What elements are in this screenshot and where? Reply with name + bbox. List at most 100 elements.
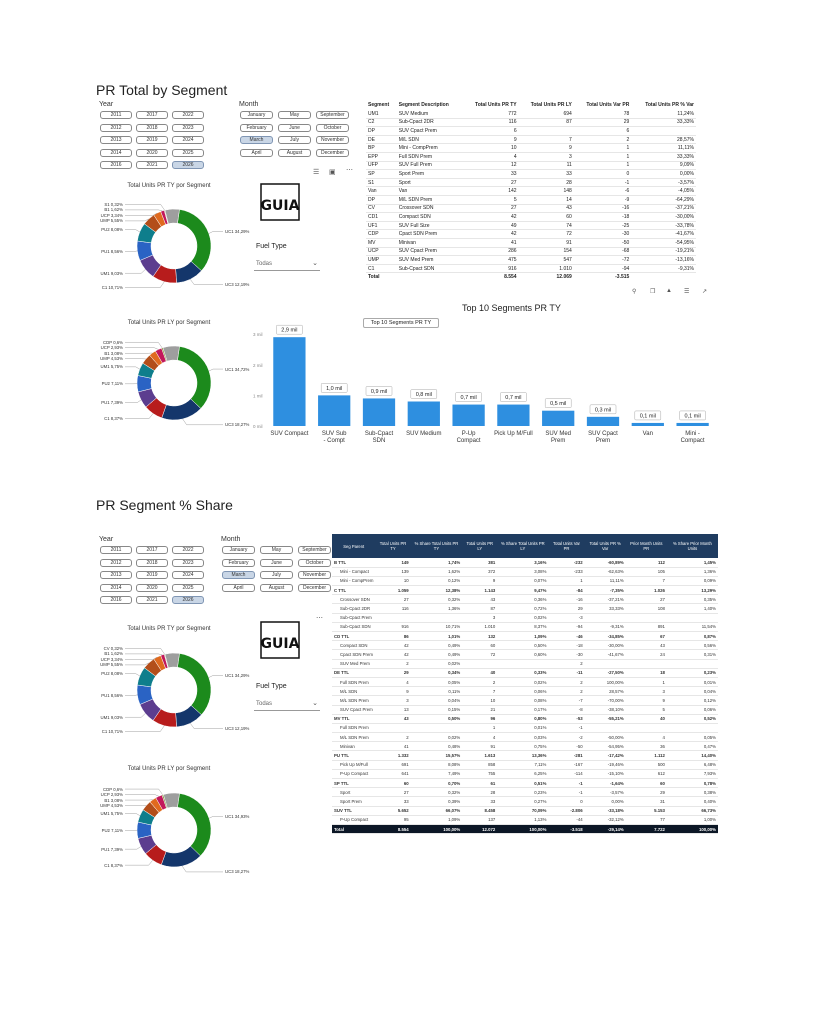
bar[interactable] <box>542 410 575 426</box>
table-row[interactable]: C2 Sub-Cpact 2DR 116 87 29 33,33% <box>366 118 696 128</box>
table-row[interactable]: EPP Full SDN Prem 4 3 1 33,33% <box>366 152 696 162</box>
donut-slice[interactable] <box>177 653 212 716</box>
fuel-type-2-dropdown[interactable]: Todas ⌄ <box>254 698 320 711</box>
table-header[interactable]: Total Units PR % Var <box>645 102 694 109</box>
table-header[interactable]: Total Units PR LY <box>462 534 498 558</box>
table-row[interactable]: PU TTL 1.332 15,57% 1.613 13,36% -281 -17,42% 1… <box>332 750 718 761</box>
copy-icon[interactable]: ❐ <box>650 289 656 295</box>
donut-ly-2-chart[interactable] <box>104 774 244 886</box>
table-row[interactable]: UFP SUV Full Prem 12 11 1 9,09% <box>366 161 696 171</box>
table-row[interactable]: Sport 27 0,32% 28 0,23% -1 -3,57% 29 0,38% <box>332 787 718 798</box>
table-row[interactable]: CV Crossover SDN 27 43 -16 -37,21% <box>366 204 696 214</box>
table-row[interactable]: DE TTL 29 0,34% 40 0,33% -11 -27,50% 18 0,23% <box>332 668 718 678</box>
slicer-option[interactable]: 2016 <box>100 596 132 605</box>
table-row[interactable]: SUV TTL 5.652 66,07% 8.458 70,09% -2.806 -33,1… <box>332 806 718 816</box>
table-row[interactable]: CD1 Compact SDN 42 60 -18 -30,00% <box>366 212 696 222</box>
table-header[interactable]: Total Units PR TY <box>475 102 517 109</box>
table-row[interactable]: UF1 SUV Full Size 49 74 -25 -33,78% <box>366 221 696 231</box>
more-icon[interactable]: ⋯ <box>346 167 353 174</box>
table-row[interactable]: Cpact SDN Prem 42 0,49% 72 0,60% -30 -41,67% 24… <box>332 649 718 660</box>
table-row[interactable]: SP TTL 60 0,70% 61 0,51% -1 -1,64% 60 0,78% <box>332 778 718 789</box>
donut-slice[interactable] <box>177 793 212 857</box>
bar[interactable] <box>362 398 396 426</box>
table-row[interactable]: MV TTL 43 0,50% 96 0,80% -53 -55,21% 40 0,52% <box>332 714 718 724</box>
table-header[interactable]: % Share Total Units PR TY <box>410 534 463 558</box>
focus-icon[interactable]: ▣ <box>329 169 336 176</box>
slicer-option[interactable]: 2022 <box>172 546 204 554</box>
table-header[interactable]: Total Units Var PR <box>548 534 585 558</box>
table-row[interactable]: Crossover SDN 27 0,32% 43 0,36% -16 -37,21% 27 0… <box>332 594 718 605</box>
table-row[interactable]: CD TTL 86 1,01% 132 1,09% -46 -34,85% 67 0,87% <box>332 631 718 642</box>
bar[interactable] <box>586 416 620 426</box>
bar[interactable] <box>407 401 440 427</box>
slicer-option[interactable]: 2012 <box>100 558 132 567</box>
filter-icon-2[interactable]: ☰ <box>684 289 690 295</box>
slicer-option[interactable]: April <box>240 148 273 157</box>
pin-icon[interactable]: ⚲ <box>632 289 637 295</box>
table-row[interactable]: MV Minivan 41 91 -50 -54,95% <box>366 238 696 248</box>
slicer-option[interactable]: November <box>298 571 331 580</box>
table-row[interactable]: SUV Cpact Prem 13 0,15% 21 0,17% -8 -38,10% 5 0,… <box>332 705 718 715</box>
slicer-option[interactable]: August <box>278 148 311 157</box>
bell-icon[interactable]: ▲ <box>666 288 672 294</box>
slicer-option[interactable]: July <box>260 571 293 580</box>
slicer-option[interactable]: March <box>240 136 273 145</box>
table-row[interactable]: UMP SUV Med Prem 475 547 -72 -13,16% <box>366 255 696 265</box>
table-header[interactable]: Segment <box>368 102 390 109</box>
donut-slice[interactable] <box>164 208 180 224</box>
donut-slice[interactable] <box>164 652 180 668</box>
slicer-option[interactable]: 2012 <box>100 123 132 132</box>
table-row[interactable]: DE M/L SDN 9 7 2 28,57% <box>366 135 696 145</box>
donut-ty-chart[interactable] <box>104 190 244 300</box>
slicer-option[interactable]: 2014 <box>100 148 132 157</box>
bar[interactable] <box>676 422 709 426</box>
slicer-option[interactable]: December <box>316 148 349 157</box>
donut-slice[interactable] <box>177 346 212 409</box>
slicer-option[interactable]: 2017 <box>136 111 168 119</box>
table-row[interactable]: Pick Up M/Full 691 8,08% 858 7,11% -167 -19,46… <box>332 760 718 770</box>
fuel-type-dropdown[interactable]: Todas ⌄ <box>254 258 320 271</box>
table-header[interactable]: Total Units PR % Var <box>584 534 626 558</box>
slicer-option[interactable]: 2025 <box>172 148 204 157</box>
table-header[interactable]: % Share Prior Month Units <box>666 534 718 558</box>
slicer-option[interactable]: 2021 <box>136 161 168 170</box>
table-header[interactable]: Total Units PR LY <box>530 102 572 109</box>
slicer-option[interactable]: January <box>240 111 273 119</box>
slicer-option[interactable]: 2016 <box>100 161 132 170</box>
slicer-option[interactable]: September <box>316 111 349 119</box>
table-header[interactable]: % Share Total Units PR LY <box>497 534 549 558</box>
slicer-option[interactable]: October <box>316 123 349 132</box>
table-row[interactable]: Sport Prem 33 0,39% 33 0,27% 0 0,00% 31 0,40% <box>332 796 718 807</box>
table-row[interactable]: DP SUV Cpact Prem 6 6 <box>366 126 696 136</box>
donut-slice[interactable] <box>162 345 180 362</box>
slicer-option[interactable]: 2011 <box>100 546 132 554</box>
table-header[interactable]: Total Units Var PR <box>586 102 630 109</box>
more-icon-2[interactable]: ⋯ <box>316 615 323 622</box>
slicer-option[interactable]: April <box>222 583 255 592</box>
slicer-option[interactable]: 2018 <box>136 558 168 567</box>
filter-icon[interactable]: ☰ <box>313 169 320 176</box>
slicer-option[interactable]: 2019 <box>136 136 168 145</box>
slicer-option[interactable]: October <box>298 558 331 567</box>
slicer-option[interactable]: 2020 <box>136 583 168 592</box>
slicer-option[interactable]: 2014 <box>100 583 132 592</box>
slicer-option[interactable]: May <box>260 546 293 554</box>
table-row[interactable]: Sub-Cpact SDN 916 10,71% 1.010 8,37% -94 -9,31… <box>332 622 718 633</box>
table-row[interactable]: M/L SDN Prem 2 0,02% 4 0,03% -2 -50,00% 4 0,05% <box>332 732 718 743</box>
table-row[interactable]: Mini - CompPrem 10 0,12% 9 0,07% 1 11,11% 7 0,09… <box>332 576 718 587</box>
slicer-option[interactable]: 2020 <box>136 148 168 157</box>
slicer-option[interactable]: March <box>222 571 255 580</box>
slicer-option[interactable]: 2017 <box>136 546 168 554</box>
slicer-option[interactable]: July <box>278 136 311 145</box>
table-row[interactable]: M/L SDN Prem 3 0,04% 10 0,08% -7 -70,00% 9 0,12% <box>332 695 718 706</box>
table-row[interactable]: Sub-Cpact Prem 3 0,02% -3 <box>332 613 718 623</box>
slicer-option[interactable]: 2026 <box>172 596 204 605</box>
slicer-option[interactable]: September <box>298 546 331 554</box>
slicer-option[interactable]: June <box>260 558 293 567</box>
bar[interactable] <box>452 404 485 426</box>
table-header[interactable]: Total Units PR TY <box>375 534 411 558</box>
slicer-option[interactable]: June <box>278 123 311 132</box>
table-row[interactable]: Sub-Cpact 2DR 116 1,36% 87 0,72% 29 33,33% 108 1… <box>332 603 718 614</box>
table-row[interactable]: B TTL 149 1,74% 381 3,16% -232 -60,89% 112 1,45% <box>332 558 718 568</box>
table-header[interactable]: Segment Description <box>398 102 449 109</box>
